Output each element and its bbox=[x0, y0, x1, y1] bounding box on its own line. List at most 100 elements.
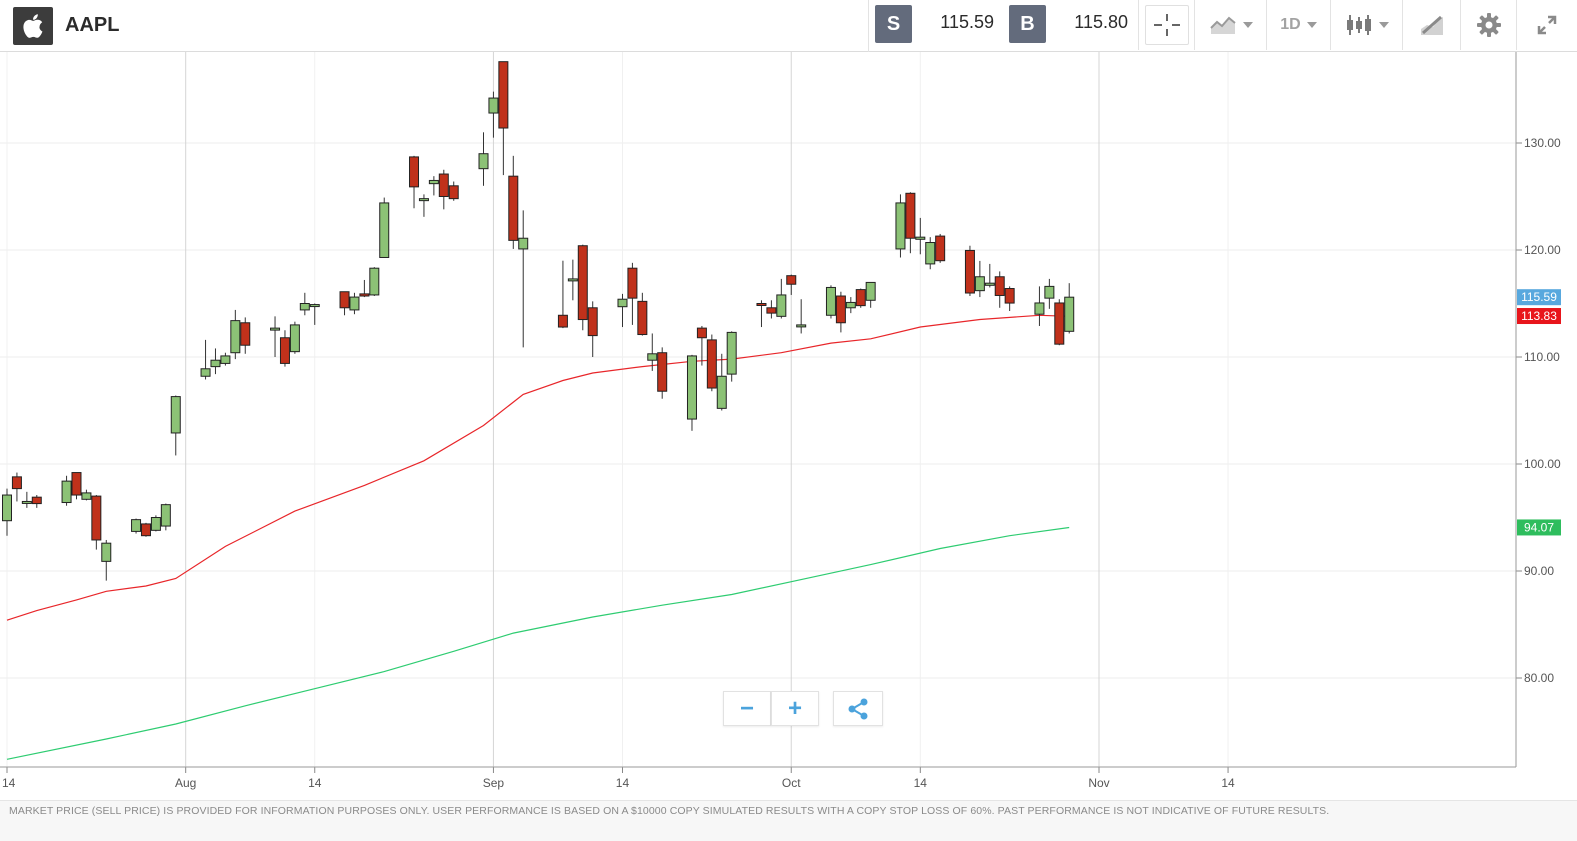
candle-body-up bbox=[289, 324, 300, 353]
candle bbox=[438, 169, 449, 210]
candle bbox=[71, 472, 82, 500]
expand-icon bbox=[1537, 15, 1557, 35]
candle-body-up bbox=[617, 298, 628, 308]
settings-button[interactable] bbox=[1460, 0, 1516, 50]
candle bbox=[786, 274, 797, 295]
x-tick-label: 14 bbox=[914, 776, 928, 790]
candle-style-dropdown[interactable] bbox=[1330, 0, 1402, 50]
candle-body-down bbox=[706, 339, 717, 389]
x-tick-label: 14 bbox=[308, 776, 322, 790]
candle bbox=[627, 262, 638, 325]
candle bbox=[270, 316, 281, 357]
candle bbox=[230, 309, 241, 360]
candle bbox=[925, 237, 936, 270]
candle bbox=[91, 495, 102, 550]
share-button[interactable] bbox=[833, 691, 883, 726]
x-tick-label: Nov bbox=[1088, 776, 1109, 790]
candle-body-down bbox=[786, 275, 797, 285]
candle bbox=[964, 245, 975, 297]
candle-body-up bbox=[915, 236, 926, 240]
candlestick-icon bbox=[1346, 15, 1371, 35]
zoom-in-button[interactable]: + bbox=[771, 691, 819, 726]
candle bbox=[339, 291, 350, 316]
candle bbox=[726, 331, 737, 382]
candle-body-up bbox=[716, 375, 727, 409]
candle-body-down bbox=[835, 295, 846, 324]
candle bbox=[567, 259, 578, 301]
candle bbox=[577, 244, 588, 331]
crosshair-button[interactable] bbox=[1138, 0, 1194, 50]
candle bbox=[1034, 286, 1045, 326]
candle-body-down bbox=[91, 495, 102, 541]
candle bbox=[984, 263, 995, 288]
candle-body-down bbox=[766, 307, 777, 314]
candle-body-up bbox=[150, 517, 161, 531]
candle-body-down bbox=[498, 61, 509, 129]
buy-section[interactable]: B 115.80 bbox=[1003, 0, 1138, 52]
disclaimer-bar: MARKET PRICE (SELL PRICE) IS PROVIDED FO… bbox=[0, 800, 1577, 841]
candle bbox=[845, 297, 856, 314]
buy-price[interactable]: 115.80 bbox=[1074, 12, 1128, 32]
zoom-out-button[interactable]: − bbox=[723, 691, 771, 726]
price-badges: 115.59 113.83 94.07 bbox=[1517, 289, 1561, 536]
candle-body-down bbox=[240, 322, 251, 346]
sell-price[interactable]: 115.59 bbox=[940, 12, 994, 32]
candle-body-up bbox=[230, 320, 241, 354]
candle-body-up bbox=[131, 519, 142, 532]
buy-badge[interactable]: B bbox=[1009, 5, 1046, 43]
sell-badge[interactable]: S bbox=[875, 5, 912, 43]
candle bbox=[865, 281, 876, 308]
candle bbox=[776, 278, 787, 319]
candle bbox=[61, 475, 72, 506]
sell-price-badge-text: 115.59 bbox=[1521, 290, 1557, 304]
candle-body-down bbox=[140, 523, 151, 537]
candle bbox=[706, 334, 717, 392]
chart-type-dropdown[interactable] bbox=[1194, 0, 1266, 50]
candle bbox=[756, 300, 767, 328]
candle bbox=[379, 197, 390, 258]
candle-body-down bbox=[905, 192, 916, 239]
y-tick-label: 130.00 bbox=[1524, 136, 1561, 150]
candle-body-up bbox=[299, 303, 310, 311]
candle bbox=[160, 503, 171, 531]
candle bbox=[557, 260, 568, 329]
ma-slow-badge-text: 94.07 bbox=[1524, 520, 1554, 534]
candle-body-up bbox=[309, 304, 320, 308]
candle bbox=[11, 472, 22, 502]
area-chart-icon bbox=[1209, 16, 1236, 34]
disclaimer-text: MARKET PRICE (SELL PRICE) IS PROVIDED FO… bbox=[9, 805, 1330, 817]
candle-body-up bbox=[845, 301, 856, 309]
candle-body-up bbox=[61, 480, 72, 504]
candle-body-down bbox=[279, 337, 290, 364]
candle-body-up bbox=[428, 179, 439, 185]
candle bbox=[825, 285, 836, 319]
price-chart[interactable]: 80.00 90.00 100.00 110.00 120.00 130.00 14 Aug 1… bbox=[0, 52, 1577, 800]
ma-fast-badge: 113.83 bbox=[1517, 308, 1561, 325]
candle bbox=[428, 176, 439, 196]
chevron-down-icon bbox=[1242, 22, 1253, 28]
candle-body-down bbox=[657, 352, 668, 392]
candle-body-down bbox=[438, 173, 449, 197]
candle-body-up bbox=[21, 500, 32, 504]
timeframe-dropdown[interactable]: 1D bbox=[1266, 0, 1330, 50]
candle bbox=[1064, 283, 1075, 334]
ma-fast-badge-bg bbox=[1517, 308, 1561, 325]
sell-section[interactable]: S 115.59 bbox=[868, 0, 1005, 52]
candle bbox=[994, 271, 1005, 308]
candle bbox=[170, 395, 181, 456]
candle bbox=[935, 233, 946, 263]
x-tick-label: Aug bbox=[175, 776, 196, 790]
candle-body-down bbox=[31, 496, 42, 505]
candle bbox=[895, 194, 906, 258]
candle-body-down bbox=[935, 235, 946, 262]
fullscreen-button[interactable] bbox=[1516, 0, 1577, 50]
gear-icon bbox=[1476, 13, 1501, 37]
candle-body-up bbox=[1044, 285, 1055, 299]
candle bbox=[409, 155, 420, 209]
y-tick-label: 110.00 bbox=[1524, 350, 1560, 364]
candle bbox=[974, 260, 985, 298]
drawing-tools-button[interactable] bbox=[1402, 0, 1460, 50]
candle-body-up bbox=[379, 202, 390, 258]
candle-body-up bbox=[825, 286, 836, 316]
y-tick-label: 90.00 bbox=[1524, 564, 1554, 578]
